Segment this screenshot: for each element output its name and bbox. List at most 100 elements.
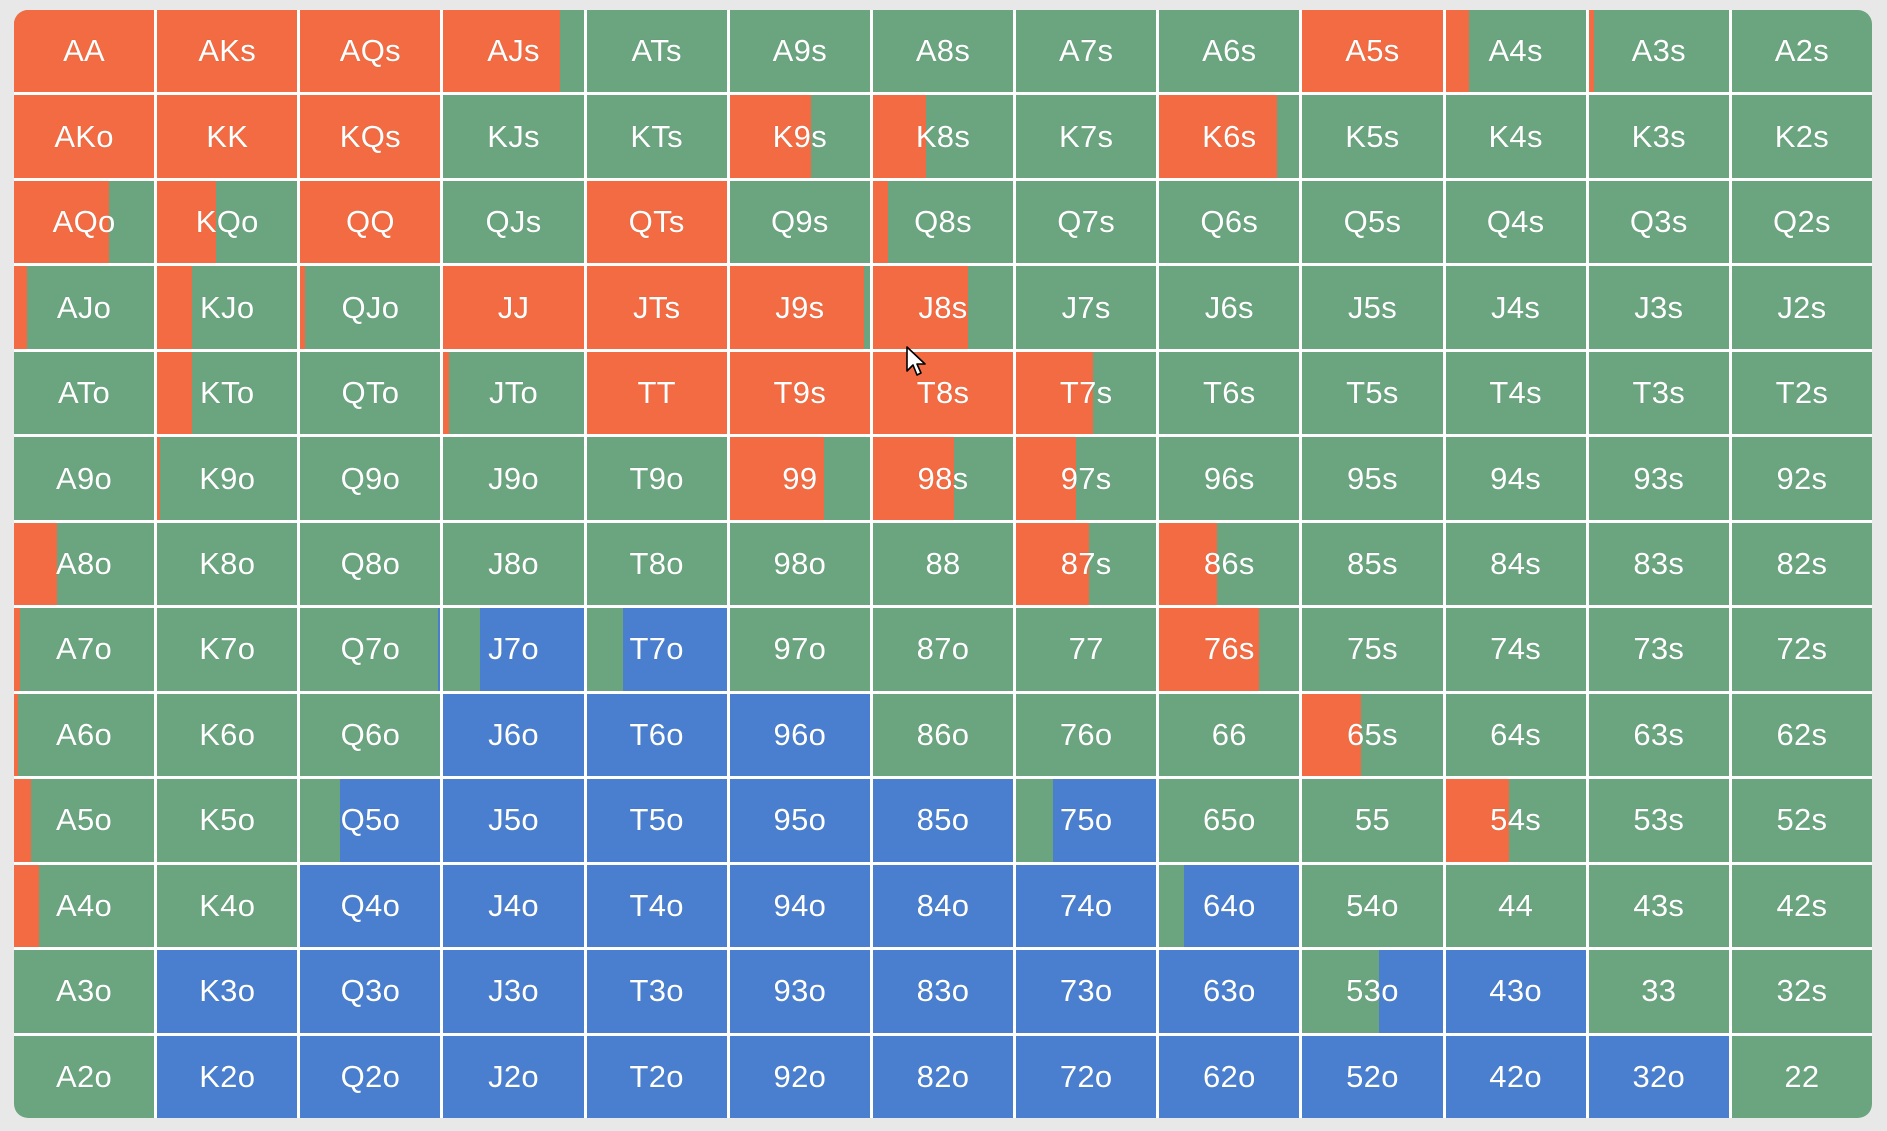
hand-cell-J3o[interactable]: J3o <box>443 950 584 1033</box>
hand-cell-97o[interactable]: 97o <box>729 608 870 691</box>
hand-cell-K6s[interactable]: K6s <box>1159 95 1300 178</box>
hand-cell-64s[interactable]: 64s <box>1445 693 1586 777</box>
hand-cell-99[interactable]: 99 <box>729 437 870 520</box>
hand-cell-K7o[interactable]: K7o <box>157 608 298 691</box>
hand-cell-95s[interactable]: 95s <box>1302 437 1443 520</box>
hand-cell-97s[interactable]: 97s <box>1016 437 1157 520</box>
hand-cell-82o[interactable]: 82o <box>872 1035 1014 1118</box>
hand-cell-83s[interactable]: 83s <box>1588 522 1729 606</box>
hand-cell-J6s[interactable]: J6s <box>1159 266 1300 349</box>
hand-cell-KJs[interactable]: KJs <box>443 95 584 178</box>
hand-cell-52s[interactable]: 52s <box>1731 779 1872 862</box>
hand-cell-76s[interactable]: 76s <box>1159 608 1300 691</box>
hand-cell-82s[interactable]: 82s <box>1731 522 1872 606</box>
hand-cell-A8s[interactable]: A8s <box>872 10 1014 93</box>
hand-cell-KTo[interactable]: KTo <box>157 351 298 435</box>
hand-cell-32s[interactable]: 32s <box>1731 950 1872 1033</box>
hand-cell-T2s[interactable]: T2s <box>1731 351 1872 435</box>
hand-cell-42o[interactable]: 42o <box>1445 1035 1586 1118</box>
hand-cell-65o[interactable]: 65o <box>1159 779 1300 862</box>
hand-cell-A8o[interactable]: A8o <box>14 522 155 606</box>
hand-cell-T7s[interactable]: T7s <box>1016 351 1157 435</box>
hand-cell-AA[interactable]: AA <box>14 10 155 93</box>
hand-cell-A4s[interactable]: A4s <box>1445 10 1586 93</box>
hand-cell-66[interactable]: 66 <box>1159 693 1300 777</box>
hand-cell-KJo[interactable]: KJo <box>157 266 298 349</box>
hand-cell-95o[interactable]: 95o <box>729 779 870 862</box>
hand-cell-K3o[interactable]: K3o <box>157 950 298 1033</box>
hand-cell-J7s[interactable]: J7s <box>1016 266 1157 349</box>
hand-cell-TT[interactable]: TT <box>586 351 727 435</box>
hand-cell-A7s[interactable]: A7s <box>1016 10 1157 93</box>
hand-cell-QTs[interactable]: QTs <box>586 180 727 264</box>
hand-cell-74s[interactable]: 74s <box>1445 608 1586 691</box>
hand-cell-AJo[interactable]: AJo <box>14 266 155 349</box>
hand-cell-K5s[interactable]: K5s <box>1302 95 1443 178</box>
hand-cell-A5s[interactable]: A5s <box>1302 10 1443 93</box>
hand-cell-73s[interactable]: 73s <box>1588 608 1729 691</box>
hand-cell-Q8o[interactable]: Q8o <box>300 522 441 606</box>
hand-cell-JTs[interactable]: JTs <box>586 266 727 349</box>
hand-cell-63s[interactable]: 63s <box>1588 693 1729 777</box>
hand-cell-44[interactable]: 44 <box>1445 864 1586 948</box>
hand-cell-A6s[interactable]: A6s <box>1159 10 1300 93</box>
hand-cell-96s[interactable]: 96s <box>1159 437 1300 520</box>
hand-cell-T2o[interactable]: T2o <box>586 1035 727 1118</box>
hand-cell-J9s[interactable]: J9s <box>729 266 870 349</box>
hand-cell-J6o[interactable]: J6o <box>443 693 584 777</box>
hand-cell-JTo[interactable]: JTo <box>443 351 584 435</box>
hand-cell-42s[interactable]: 42s <box>1731 864 1872 948</box>
hand-cell-73o[interactable]: 73o <box>1016 950 1157 1033</box>
hand-cell-Q7s[interactable]: Q7s <box>1016 180 1157 264</box>
hand-cell-32o[interactable]: 32o <box>1588 1035 1729 1118</box>
hand-cell-A9s[interactable]: A9s <box>729 10 870 93</box>
hand-cell-K8s[interactable]: K8s <box>872 95 1014 178</box>
hand-cell-A7o[interactable]: A7o <box>14 608 155 691</box>
hand-cell-QTo[interactable]: QTo <box>300 351 441 435</box>
hand-cell-94s[interactable]: 94s <box>1445 437 1586 520</box>
hand-cell-KK[interactable]: KK <box>157 95 298 178</box>
hand-cell-Q5o[interactable]: Q5o <box>300 779 441 862</box>
hand-cell-T4o[interactable]: T4o <box>586 864 727 948</box>
hand-cell-KTs[interactable]: KTs <box>586 95 727 178</box>
hand-cell-52o[interactable]: 52o <box>1302 1035 1443 1118</box>
hand-cell-T8s[interactable]: T8s <box>872 351 1014 435</box>
hand-cell-J2s[interactable]: J2s <box>1731 266 1872 349</box>
hand-cell-T6s[interactable]: T6s <box>1159 351 1300 435</box>
hand-cell-T8o[interactable]: T8o <box>586 522 727 606</box>
hand-cell-T4s[interactable]: T4s <box>1445 351 1586 435</box>
hand-cell-76o[interactable]: 76o <box>1016 693 1157 777</box>
hand-cell-A6o[interactable]: A6o <box>14 693 155 777</box>
hand-cell-84o[interactable]: 84o <box>872 864 1014 948</box>
hand-cell-Q3s[interactable]: Q3s <box>1588 180 1729 264</box>
hand-cell-ATo[interactable]: ATo <box>14 351 155 435</box>
hand-cell-A2o[interactable]: A2o <box>14 1035 155 1118</box>
hand-cell-65s[interactable]: 65s <box>1302 693 1443 777</box>
hand-cell-43o[interactable]: 43o <box>1445 950 1586 1033</box>
hand-cell-K4o[interactable]: K4o <box>157 864 298 948</box>
hand-cell-Q9s[interactable]: Q9s <box>729 180 870 264</box>
hand-cell-K7s[interactable]: K7s <box>1016 95 1157 178</box>
hand-cell-J8s[interactable]: J8s <box>872 266 1014 349</box>
hand-cell-K2s[interactable]: K2s <box>1731 95 1872 178</box>
hand-cell-87o[interactable]: 87o <box>872 608 1014 691</box>
hand-cell-K2o[interactable]: K2o <box>157 1035 298 1118</box>
hand-cell-96o[interactable]: 96o <box>729 693 870 777</box>
hand-cell-77[interactable]: 77 <box>1016 608 1157 691</box>
hand-cell-T6o[interactable]: T6o <box>586 693 727 777</box>
hand-cell-Q2o[interactable]: Q2o <box>300 1035 441 1118</box>
hand-cell-74o[interactable]: 74o <box>1016 864 1157 948</box>
hand-cell-QJo[interactable]: QJo <box>300 266 441 349</box>
hand-cell-93o[interactable]: 93o <box>729 950 870 1033</box>
hand-cell-98s[interactable]: 98s <box>872 437 1014 520</box>
hand-cell-53o[interactable]: 53o <box>1302 950 1443 1033</box>
hand-cell-72s[interactable]: 72s <box>1731 608 1872 691</box>
hand-cell-T3o[interactable]: T3o <box>586 950 727 1033</box>
hand-cell-J5o[interactable]: J5o <box>443 779 584 862</box>
hand-cell-A4o[interactable]: A4o <box>14 864 155 948</box>
hand-cell-Q2s[interactable]: Q2s <box>1731 180 1872 264</box>
hand-cell-72o[interactable]: 72o <box>1016 1035 1157 1118</box>
hand-cell-A3o[interactable]: A3o <box>14 950 155 1033</box>
hand-cell-64o[interactable]: 64o <box>1159 864 1300 948</box>
hand-cell-54s[interactable]: 54s <box>1445 779 1586 862</box>
